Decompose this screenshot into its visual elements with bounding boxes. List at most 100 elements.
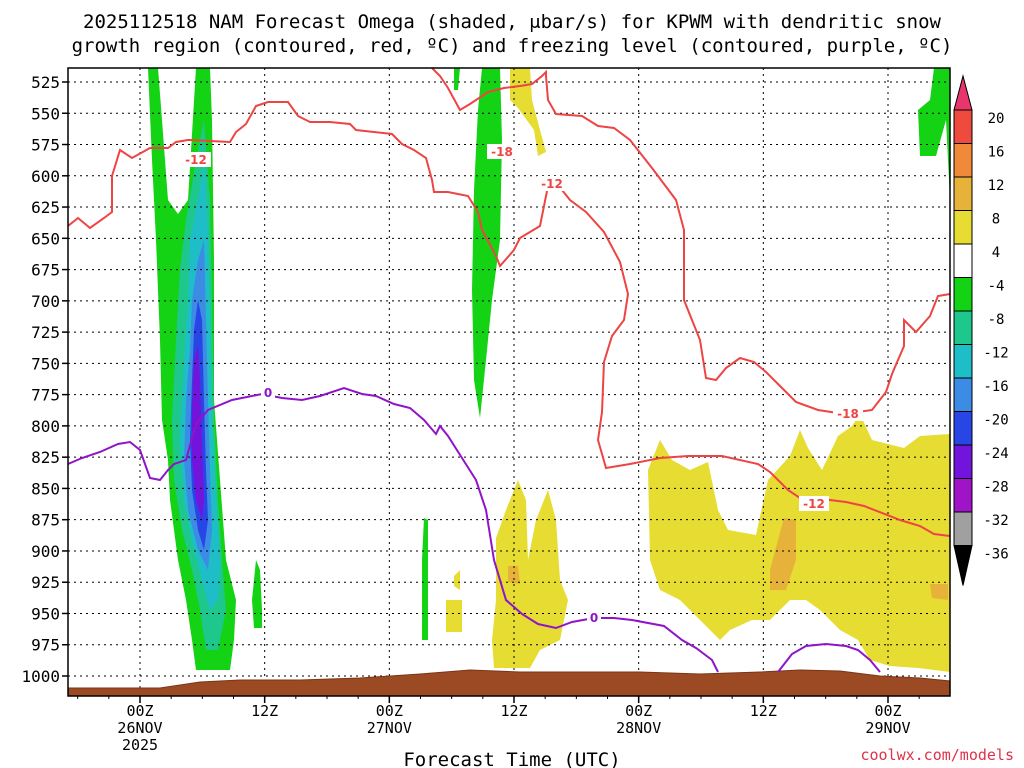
y-tick-label: 800 (31, 417, 60, 436)
y-tick-label: 825 (31, 448, 60, 467)
colorbar-label: -4 (988, 279, 1005, 295)
colorbar-label: -12 (983, 346, 1008, 362)
y-tick-label: 900 (31, 542, 60, 561)
contour-labels: -12 -18 -12 -18 -12 0 0 (181, 144, 863, 625)
omega-yellow-large (648, 414, 950, 672)
colorbar-swatch (953, 444, 973, 479)
colorbar-swatch (953, 109, 973, 144)
dgz-contour-line (431, 67, 951, 416)
y-tick-label: 700 (31, 292, 60, 311)
omega-yellow-cell (454, 570, 460, 590)
x-tick-label: 2025 (122, 736, 158, 754)
contour-label-bg (261, 385, 275, 400)
x-tick-label: 26NOV (117, 719, 162, 737)
colorbar-swatch (953, 344, 973, 379)
dgz-contour-label: -18 (837, 407, 859, 421)
omega-orange-cell (930, 584, 948, 600)
colorbar-top-arrow (953, 74, 973, 111)
y-tick-label: 625 (31, 198, 60, 217)
omega-orange-cell (508, 566, 520, 584)
colorbar-label: 20 (988, 111, 1005, 127)
colorbar-label: 4 (992, 245, 1000, 261)
y-tick-label: 1000 (21, 667, 60, 686)
y-tick-label: 875 (31, 511, 60, 530)
x-tick-label: 28NOV (616, 719, 661, 737)
y-tick-label: 575 (31, 136, 60, 155)
y-tick-label: 850 (31, 479, 60, 498)
contour-label-bg (537, 176, 567, 191)
x-axis-label: Forecast Time (UTC) (403, 749, 620, 768)
dgz-contour-label: -12 (185, 153, 207, 167)
colorbar-label: -16 (983, 379, 1008, 395)
x-tick-label: 29NOV (865, 719, 910, 737)
omega-orange-cell (770, 518, 796, 590)
x-tick-label: 00Z (625, 702, 652, 720)
freezing-contour-label: 0 (264, 386, 272, 400)
omega-green-cell (918, 68, 950, 200)
freezing-contour-line (777, 642, 881, 673)
chart-title-line1: 2025112518 NAM Forecast Omega (shaded, μ… (83, 11, 941, 33)
omega-green-cell (422, 518, 428, 640)
y-tick-label: 550 (31, 104, 60, 123)
colorbar-swatch (953, 478, 973, 513)
omega-yellow-low-1 (492, 480, 568, 668)
terrain-ground (67, 669, 951, 697)
dgz-contour-label: -12 (803, 497, 825, 511)
colorbar-bottom-arrow (953, 545, 973, 586)
omega-purple-plume (192, 345, 204, 520)
x-tick-label: 00Z (376, 702, 403, 720)
y-tick-label: 775 (31, 386, 60, 405)
colorbar-swatch (953, 377, 973, 412)
omega-yellow-top (510, 68, 546, 156)
dgz-contours (67, 67, 951, 537)
x-tick-label: 27NOV (367, 719, 412, 737)
colorbar-swatch (953, 411, 973, 446)
colorbar-label: 12 (988, 178, 1005, 194)
colorbar-swatch (953, 277, 973, 312)
y-tick-label: 525 (31, 73, 60, 92)
colorbar-swatch (953, 310, 973, 345)
omega-shading (148, 68, 950, 672)
x-tick-label: 00Z (126, 702, 153, 720)
colorbar-swatch (953, 511, 973, 546)
x-tick-label: 12Z (251, 702, 278, 720)
dgz-contour-label: -18 (491, 145, 513, 159)
colorbar-label: -24 (983, 446, 1008, 462)
x-tick-label: 12Z (500, 702, 527, 720)
colorbar-label: -20 (983, 413, 1008, 429)
colorbar-swatch (953, 243, 973, 278)
colorbar-swatch (953, 143, 973, 178)
colorbar-label: 16 (988, 145, 1005, 161)
contour-label-bg (587, 610, 601, 625)
colorbar-label: -28 (983, 480, 1008, 496)
y-tick-label: 600 (31, 167, 60, 186)
freezing-contour-label: 0 (590, 611, 598, 625)
y-tick-label: 925 (31, 573, 60, 592)
y-tick-label: 675 (31, 261, 60, 280)
y-axis: 525 550 575 600 625 650 675 700 725 750 775 800 825 8… (21, 73, 68, 686)
colorbar-swatch (953, 210, 973, 245)
colorbar-label: -32 (983, 513, 1008, 529)
contour-label-bg (833, 406, 863, 421)
plot-frame (67, 67, 951, 697)
colorbar-label: -8 (988, 312, 1005, 328)
x-tick-label: 00Z (874, 702, 901, 720)
contour-label-bg (181, 152, 211, 167)
omega-yellow-cell (446, 600, 462, 632)
x-tick-label: 12Z (750, 702, 777, 720)
colorbar: 20 16 12 8 4 -4 -8 -12 -16 -20 -24 -28 -32 -36 (953, 74, 1009, 586)
omega-green-cell (472, 68, 502, 418)
colorbar-swatch (953, 176, 973, 211)
colorbar-label: -36 (983, 547, 1008, 563)
y-tick-label: 725 (31, 323, 60, 342)
y-tick-label: 650 (31, 229, 60, 248)
omega-green-cell (252, 560, 262, 628)
y-tick-label: 975 (31, 636, 60, 655)
y-tick-label: 950 (31, 604, 60, 623)
dgz-contour-line (67, 101, 951, 537)
chart-title-line2: growth region (contoured, red, ºC) and f… (72, 35, 953, 57)
omega-green-cell (454, 68, 460, 90)
contour-label-bg (799, 496, 829, 511)
